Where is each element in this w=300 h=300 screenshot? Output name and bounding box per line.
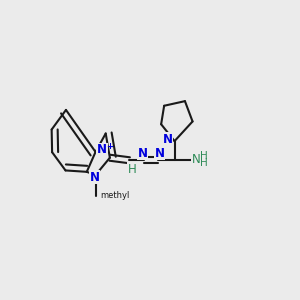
Text: methyl: methyl bbox=[100, 191, 130, 200]
Text: N: N bbox=[192, 153, 200, 166]
Text: N: N bbox=[163, 133, 172, 146]
Text: H: H bbox=[128, 163, 136, 176]
Text: N: N bbox=[138, 147, 148, 160]
Text: N: N bbox=[97, 143, 107, 156]
Text: +: + bbox=[106, 142, 113, 152]
Text: H: H bbox=[200, 151, 207, 161]
Text: N: N bbox=[154, 147, 164, 160]
Text: N: N bbox=[89, 171, 99, 184]
Text: H: H bbox=[200, 158, 207, 168]
